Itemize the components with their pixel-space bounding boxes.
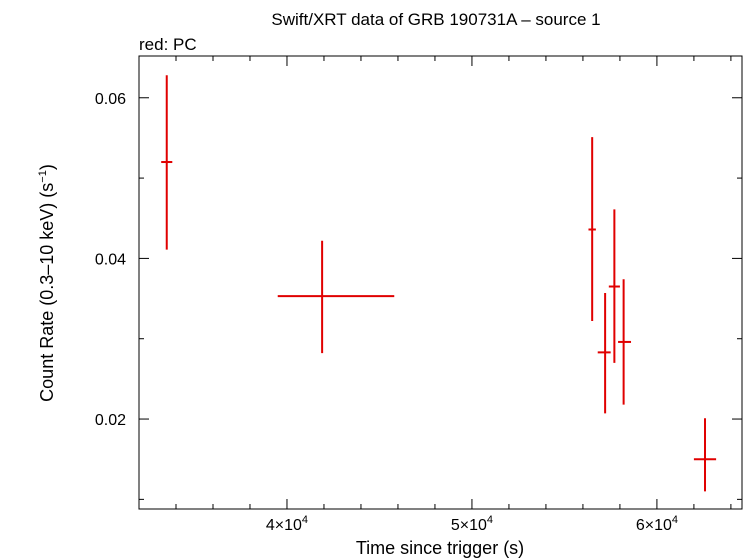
x-tick-label-exponent: 4 (487, 514, 493, 526)
x-tick-label-mantissa: 5×10 (451, 517, 487, 534)
x-tick-label-mantissa: 4×10 (266, 517, 302, 534)
data-point (608, 209, 620, 363)
y-axis-label: Count Rate (0.3–10 keV) (s−1) (37, 164, 57, 402)
chart-title: Swift/XRT data of GRB 190731A – source 1 (271, 10, 600, 29)
y-axis-label-exponent: −1 (37, 170, 49, 183)
y-axis-label-suffix: ) (37, 164, 57, 170)
data-point (693, 418, 717, 492)
y-axis-label-main: Count Rate (0.3–10 keV) (s (37, 183, 57, 402)
data-point (618, 279, 632, 405)
data-point (277, 240, 395, 354)
plot-frame (138, 55, 743, 510)
x-tick-label-exponent: 4 (672, 514, 678, 526)
y-tick-label: 0.04 (95, 251, 126, 268)
chart-subtitle: red: PC (139, 35, 197, 54)
x-tick-label: 5×104 (451, 514, 493, 534)
x-tick-label-exponent: 4 (302, 514, 308, 526)
y-tick-label: 0.06 (95, 91, 126, 108)
x-tick-label: 6×104 (636, 514, 678, 534)
data-point (161, 75, 173, 250)
data-series (161, 75, 717, 492)
x-tick-label: 4×104 (266, 514, 308, 534)
y-tick-label: 0.02 (95, 412, 126, 429)
x-tick-label-mantissa: 6×10 (636, 517, 672, 534)
axis-ticks (138, 56, 742, 509)
data-point (597, 292, 611, 414)
data-point (588, 137, 596, 322)
x-axis-label: Time since trigger (s) (356, 538, 524, 558)
